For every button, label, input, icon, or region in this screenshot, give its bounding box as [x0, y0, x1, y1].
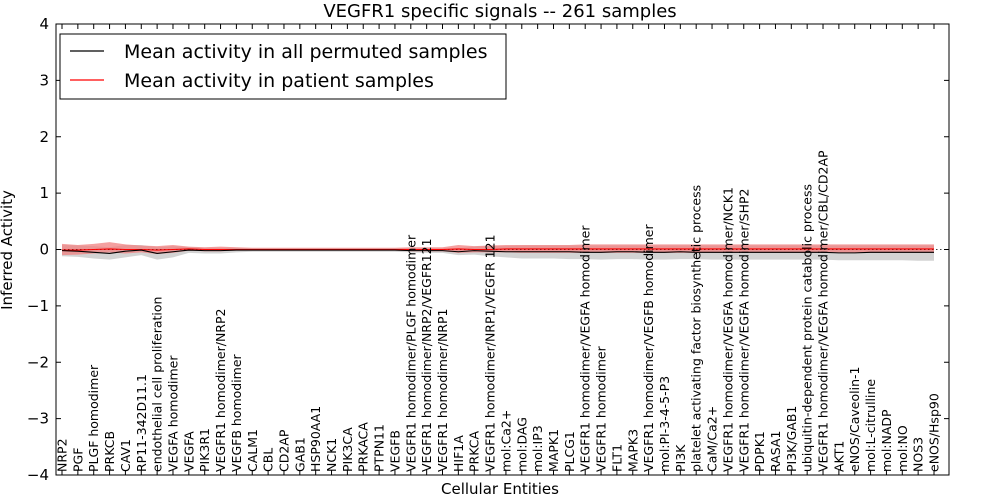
x-category-label: VEGFR1 homodimer/VEGFA homodimer/NCK1 [720, 187, 735, 472]
x-category-label: VEGFR1 homodimer/VEGFA homodimer/SHP2 [736, 188, 751, 472]
x-category-label: VEGFR1 homodimer/PLGF homodimer [403, 234, 418, 472]
y-axis-ticks: 4 3 2 1 0 −1 −2 −3 −4 [27, 15, 949, 484]
x-category-label: PRKCB [102, 431, 117, 472]
x-category-label: mol:PI-3-4-5-P3 [657, 376, 672, 472]
y-tick-label: −1 [27, 297, 49, 315]
x-category-label: platelet activating factor biosynthetic … [689, 185, 704, 472]
y-tick-label: 0 [39, 241, 49, 259]
x-category-label: PRKCA [467, 431, 482, 472]
chart-title: VEGFR1 specific signals -- 261 samples [323, 1, 676, 22]
x-category-label: PDPK1 [752, 431, 767, 472]
x-category-label: VEGFR1 homodimer/NRP2/VEGFR121 [419, 238, 434, 472]
x-category-label: FLT1 [609, 444, 624, 472]
x-category-label: VEGFR1 homodimer [594, 345, 609, 472]
x-category-label: CBL [261, 448, 276, 472]
x-category-label: eNOS/Caveolin-1 [847, 367, 862, 472]
x-axis-category-labels: NRP2 PGF PLGF homodimer PRKCB CAV1 RP11-342D1… [55, 150, 942, 472]
legend-label-permuted: Mean activity in all permuted samples [124, 41, 487, 63]
x-category-label: NCK1 [324, 438, 339, 472]
x-category-label: PIK3CA [340, 427, 355, 472]
x-category-label: mol:IP3 [530, 425, 545, 472]
x-category-label: MAPK1 [546, 429, 561, 472]
x-category-label: CD2AP [276, 429, 291, 472]
x-category-label: VEGFR1 homodimer/NRP1/VEGFR 121 [483, 234, 498, 472]
x-category-label: PGF [70, 448, 85, 472]
x-category-label: HIF1A [451, 435, 466, 472]
x-category-label: CaM/Ca2+ [705, 406, 720, 472]
y-tick-label: 3 [39, 71, 49, 89]
x-category-label: VEGFA [181, 431, 196, 472]
y-tick-label: −4 [27, 466, 49, 484]
plot-area [55, 23, 950, 476]
x-category-label: AKT1 [831, 441, 846, 472]
series-lines [61, 248, 934, 255]
x-category-label: mol:Ca2+ [498, 410, 513, 472]
x-category-label: NRP2 [55, 438, 70, 472]
y-tick-label: 4 [39, 15, 49, 33]
x-category-label: PI3K/GAB1 [784, 406, 799, 472]
x-category-label: GAB1 [292, 437, 307, 472]
series-line-patient [62, 248, 934, 251]
y-tick-label: −3 [27, 410, 49, 428]
x-category-label: VEGFB [387, 430, 402, 472]
x-category-label: MAPK3 [625, 429, 640, 472]
y-tick-label: 2 [39, 128, 49, 146]
x-category-label: VEGFR1 homodimer/VEGFA homodimer/CBL/CD2… [816, 150, 831, 472]
x-category-label: mol:L-citrulline [863, 379, 878, 472]
x-category-label: mol:NADP [879, 409, 894, 472]
legend-label-patient: Mean activity in patient samples [124, 70, 434, 92]
x-category-label: CALM1 [245, 429, 260, 472]
x-axis-ticks [61, 24, 935, 475]
x-category-label: ubiquitin-dependent protein catabolic pr… [800, 184, 815, 472]
x-category-label: RASA1 [768, 431, 783, 472]
x-category-label: CAV1 [118, 439, 133, 472]
y-tick-label: 1 [39, 184, 49, 202]
x-category-label: PI3K [673, 444, 688, 472]
x-category-label: RP11-342D11.1 [134, 374, 149, 472]
x-category-label: VEGFA homodimer [165, 355, 180, 472]
x-category-label: endothelial cell proliferation [150, 297, 165, 472]
x-category-label: HSP90AA1 [308, 406, 323, 472]
y-axis-label: Inferred Activity [0, 190, 16, 310]
x-category-label: VEGFR1 homodimer/NRP1 [435, 309, 450, 472]
x-category-label: VEGFB homodimer [229, 353, 244, 472]
x-category-label: PLCG1 [562, 431, 577, 472]
x-category-label: eNOS/Hsp90 [927, 393, 942, 472]
x-category-label: PRKACA [356, 422, 371, 472]
x-category-label: PLGF homodimer [86, 364, 101, 472]
x-category-label: mol:NO [895, 425, 910, 472]
y-tick-label: −2 [27, 353, 49, 371]
x-category-label: NOS3 [911, 437, 926, 472]
x-category-label: VEGFR1 homodimer/VEGFA homodimer [578, 225, 593, 472]
x-axis-label: Cellular Entities [441, 480, 559, 498]
legend: Mean activity in all permuted samples Me… [59, 33, 507, 100]
x-category-label: VEGFR1 homodimer/NRP2 [213, 309, 228, 472]
x-category-label: VEGFR1 homodimer/VEGFB homodimer [641, 224, 656, 472]
x-category-label: mol:DAG [514, 417, 529, 472]
series-line-permuted [61, 249, 934, 255]
x-category-label: PIK3R1 [197, 428, 212, 472]
legend-box [59, 33, 507, 100]
x-category-label: PTPN11 [372, 424, 387, 472]
